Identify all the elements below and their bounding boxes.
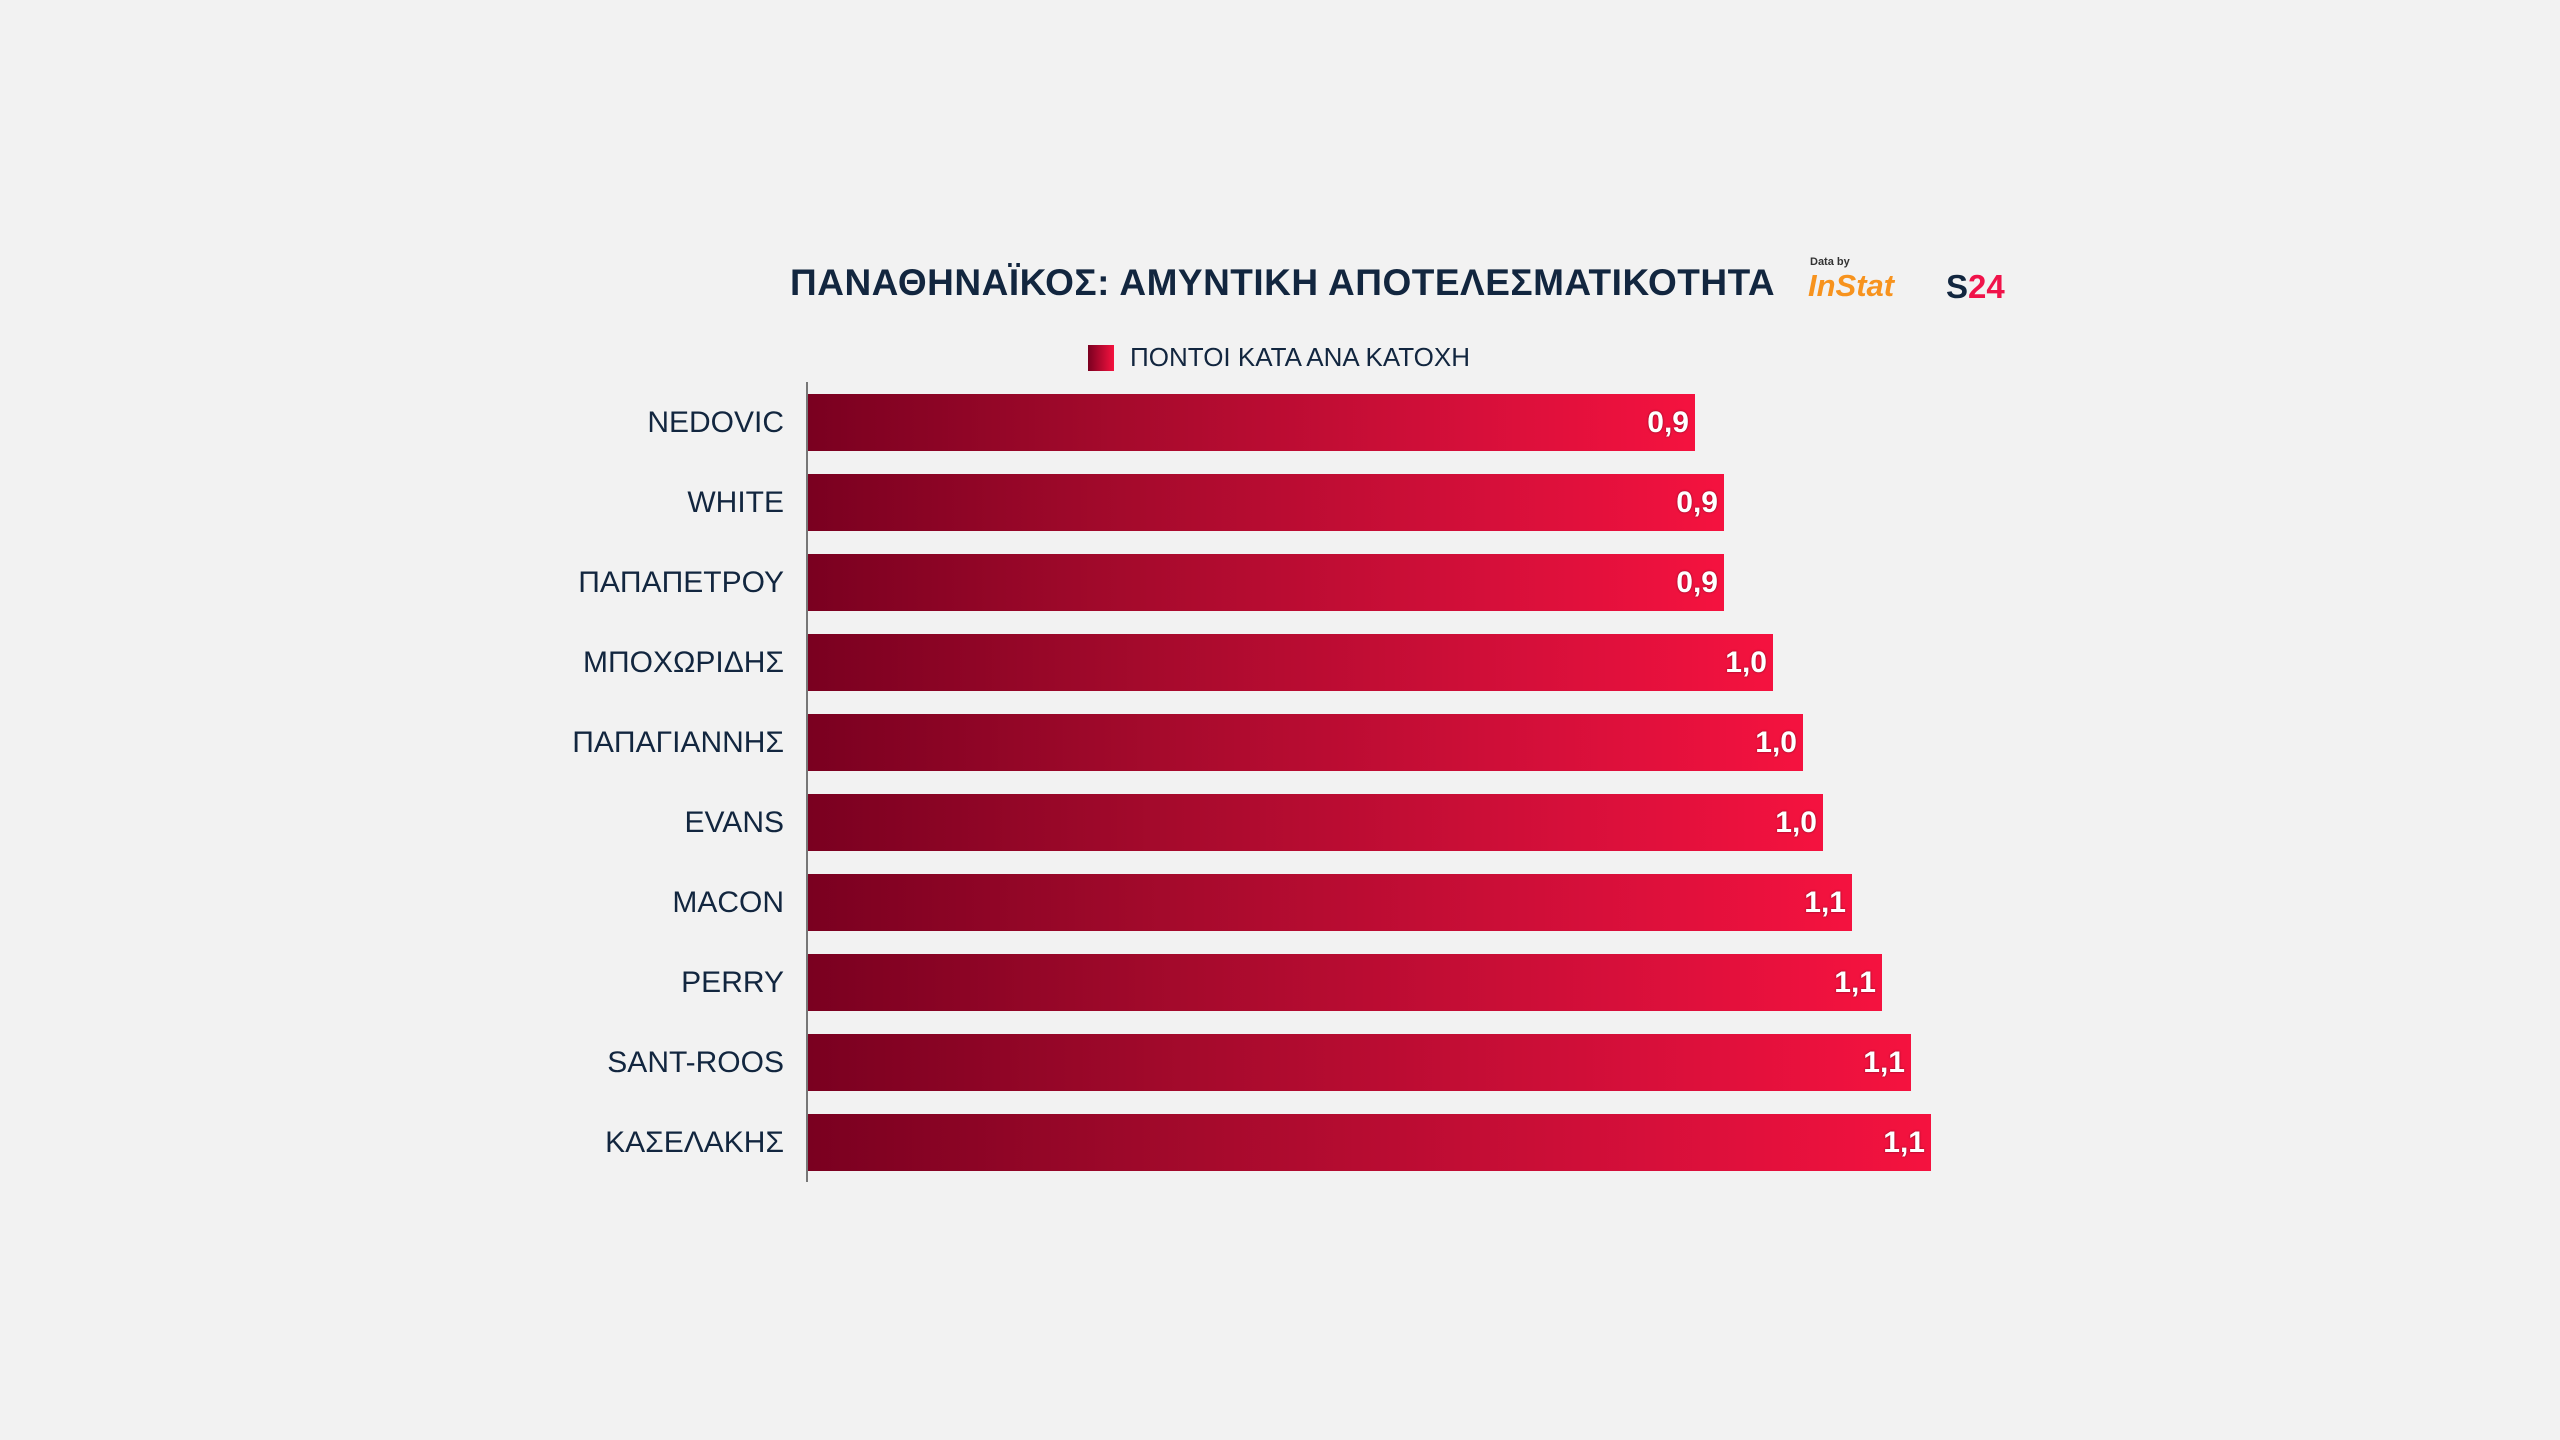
bar: 1,1 — [808, 1114, 1931, 1171]
category-label: SANT-ROOS — [607, 1046, 784, 1079]
s24-logo-24: 24 — [1968, 268, 2005, 305]
bar: 1,1 — [808, 1034, 1911, 1091]
data-label: 0,9 — [1676, 566, 1718, 599]
data-by-label: Data by — [1810, 256, 1850, 268]
legend-swatch — [1088, 344, 1114, 371]
s24-logo: S24 — [1946, 268, 2005, 306]
data-label: 1,0 — [1775, 806, 1817, 839]
data-label: 1,1 — [1804, 886, 1846, 919]
title-team: ΠΑΝΑΘΗΝΑΪΚΟΣ: — [790, 262, 1110, 303]
data-label: 1,0 — [1755, 726, 1797, 759]
bar: 1,1 — [808, 954, 1882, 1011]
bar: 1,0 — [808, 794, 1823, 851]
s24-logo-s: S — [1946, 268, 1969, 305]
category-label: NEDOVIC — [647, 406, 784, 439]
legend-label: ΠΟΝΤΟΙ ΚΑΤΑ ΑΝΑ ΚΑΤΟΧΗ — [1130, 342, 1471, 372]
data-label: 1,1 — [1883, 1126, 1925, 1159]
bar: 1,0 — [808, 634, 1773, 691]
bar: 0,9 — [808, 554, 1724, 611]
data-label: 1,0 — [1725, 646, 1767, 679]
bar: 1,0 — [808, 714, 1803, 771]
category-label: ΠΑΠΑΓΙΑΝΝΗΣ — [572, 726, 784, 759]
category-label: MACON — [672, 886, 784, 919]
data-label: 0,9 — [1676, 486, 1718, 519]
category-label: EVANS — [684, 806, 784, 839]
y-axis-line — [806, 382, 808, 1182]
bar: 1,1 — [808, 874, 1852, 931]
category-label: ΜΠΟΧΩΡΙΔΗΣ — [582, 646, 784, 679]
title-metric: ΑΜΥΝΤΙΚΗ ΑΠΟΤΕΛΕΣΜΑΤΙΚΟΤΗΤΑ — [1119, 262, 1776, 303]
instat-logo: InStat — [1808, 268, 1895, 303]
bar: 0,9 — [808, 474, 1724, 531]
data-label: 1,1 — [1834, 966, 1876, 999]
chart-title: ΠΑΝΑΘΗΝΑΪΚΟΣ: ΑΜΥΝΤΙΚΗ ΑΠΟΤΕΛΕΣΜΑΤΙΚΟΤΗΤ… — [790, 262, 1775, 304]
bar: 0,9 — [808, 394, 1695, 451]
data-label: 0,9 — [1647, 406, 1689, 439]
category-label: ΠΑΠΑΠΕΤΡΟΥ — [578, 566, 784, 599]
category-label: WHITE — [687, 486, 784, 519]
category-label: ΚΑΣΕΛΑΚΗΣ — [605, 1126, 784, 1159]
legend: ΠΟΝΤΟΙ ΚΑΤΑ ΑΝΑ ΚΑΤΟΧΗ — [1088, 342, 1470, 373]
data-label: 1,1 — [1863, 1046, 1905, 1079]
category-label: PERRY — [681, 966, 784, 999]
source-logos: Data by InStat S24 — [1808, 256, 2038, 306]
